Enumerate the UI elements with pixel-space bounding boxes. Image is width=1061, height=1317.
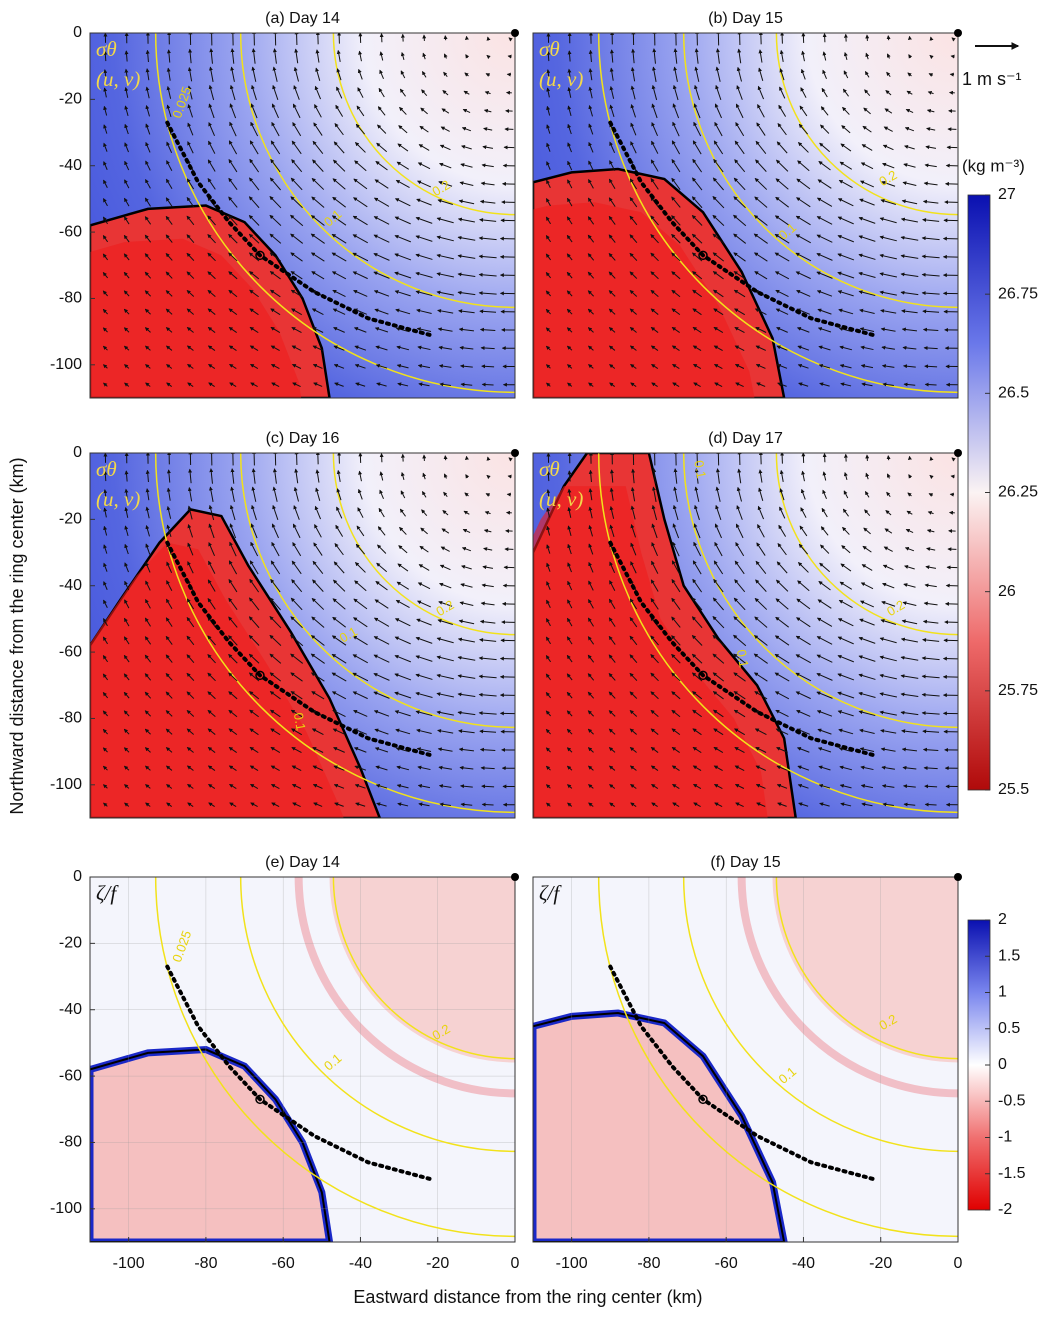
colorbar-tick-label: 26.75 bbox=[998, 285, 1038, 302]
x-tick-label: -40 bbox=[349, 1255, 372, 1272]
panel-title: (b) Day 15 bbox=[708, 10, 783, 27]
y-axis-label: Northward distance from the ring center … bbox=[7, 457, 27, 814]
y-tick-label: 0 bbox=[73, 444, 82, 461]
ring-center bbox=[511, 449, 519, 457]
field-label: σθ bbox=[96, 457, 117, 481]
colorbar-label: (kg m⁻³) bbox=[962, 156, 1025, 175]
colorbar-tick-label: -0.5 bbox=[998, 1092, 1026, 1109]
colorbar-tick-label: 26 bbox=[998, 583, 1016, 600]
y-tick-label: -80 bbox=[59, 290, 82, 307]
field-label: σθ bbox=[96, 37, 117, 61]
y-tick-label: -100 bbox=[50, 776, 82, 793]
field-label: (u, v) bbox=[539, 487, 583, 511]
field-label: (u, v) bbox=[96, 67, 140, 91]
y-tick-label: -20 bbox=[59, 935, 82, 952]
ring-center bbox=[954, 29, 962, 37]
panel-title: (e) Day 14 bbox=[265, 854, 340, 871]
ring-center bbox=[511, 29, 519, 37]
colorbar-tick-label: 25.5 bbox=[998, 781, 1029, 798]
y-tick-label: 0 bbox=[73, 24, 82, 41]
field-label: ζ/f bbox=[96, 881, 119, 905]
contour-label: 0.1 bbox=[734, 648, 752, 668]
contour-label: 0.1 bbox=[291, 711, 309, 731]
x-tick-label: -20 bbox=[869, 1255, 892, 1272]
ring-center bbox=[954, 449, 962, 457]
y-tick-label: -40 bbox=[59, 157, 82, 174]
x-tick-label: 0 bbox=[511, 1255, 520, 1272]
y-tick-label: -20 bbox=[59, 511, 82, 528]
x-tick-label: -100 bbox=[113, 1255, 145, 1272]
y-tick-label: -20 bbox=[59, 91, 82, 108]
x-tick-label: -60 bbox=[272, 1255, 295, 1272]
y-tick-label: -60 bbox=[59, 1067, 82, 1084]
colorbar-tick-label: -2 bbox=[998, 1201, 1012, 1218]
panel-title: (c) Day 16 bbox=[266, 430, 340, 447]
y-tick-label: 0 bbox=[73, 868, 82, 885]
field-label: σθ bbox=[539, 457, 560, 481]
colorbar-tick-label: -1.5 bbox=[998, 1165, 1026, 1182]
x-tick-label: -20 bbox=[426, 1255, 449, 1272]
velocity-arrow bbox=[482, 384, 493, 385]
colorbar-tick-label: 1.5 bbox=[998, 947, 1020, 964]
colorbar-tick-label: 2 bbox=[998, 911, 1007, 928]
field-label: σθ bbox=[539, 37, 560, 61]
velocity-arrow bbox=[925, 804, 936, 805]
x-axis-label: Eastward distance from the ring center (… bbox=[353, 1287, 702, 1307]
colorbar-tick-label: 26.25 bbox=[998, 484, 1038, 501]
colorbar-tick-label: 0.5 bbox=[998, 1020, 1020, 1037]
x-tick-label: -80 bbox=[194, 1255, 217, 1272]
velocity-arrow bbox=[925, 384, 936, 385]
y-tick-label: -40 bbox=[59, 1001, 82, 1018]
contour-label: 0.1 bbox=[691, 459, 709, 479]
y-tick-label: -80 bbox=[59, 710, 82, 727]
y-tick-label: -100 bbox=[50, 1200, 82, 1217]
y-tick-label: -80 bbox=[59, 1134, 82, 1151]
x-tick-label: -80 bbox=[637, 1255, 660, 1272]
colorbar-tick-label: 0 bbox=[998, 1056, 1007, 1073]
ring-center bbox=[511, 873, 519, 881]
velocity-arrow bbox=[482, 804, 493, 805]
ring-center bbox=[954, 873, 962, 881]
x-tick-label: 0 bbox=[954, 1255, 963, 1272]
y-tick-label: -40 bbox=[59, 577, 82, 594]
colorbar-tick-label: 1 bbox=[998, 984, 1007, 1001]
scale-label: 1 m s⁻¹ bbox=[962, 69, 1022, 89]
y-tick-label: -60 bbox=[59, 223, 82, 240]
panel-title: (d) Day 17 bbox=[708, 430, 783, 447]
colorbar-tick-label: 25.75 bbox=[998, 682, 1038, 699]
x-tick-label: -100 bbox=[556, 1255, 588, 1272]
panel-title: (f) Day 15 bbox=[710, 854, 780, 871]
y-tick-label: -60 bbox=[59, 643, 82, 660]
x-tick-label: -60 bbox=[715, 1255, 738, 1272]
colorbar-tick-label: 27 bbox=[998, 186, 1016, 203]
colorbar-tick-label: 26.5 bbox=[998, 385, 1029, 402]
x-tick-label: -40 bbox=[792, 1255, 815, 1272]
panel-title: (a) Day 14 bbox=[265, 10, 340, 27]
colorbar-tick-label: -1 bbox=[998, 1129, 1012, 1146]
y-tick-label: -100 bbox=[50, 356, 82, 373]
field-label: (u, v) bbox=[96, 487, 140, 511]
field-label: (u, v) bbox=[539, 67, 583, 91]
field-label: ζ/f bbox=[539, 881, 562, 905]
